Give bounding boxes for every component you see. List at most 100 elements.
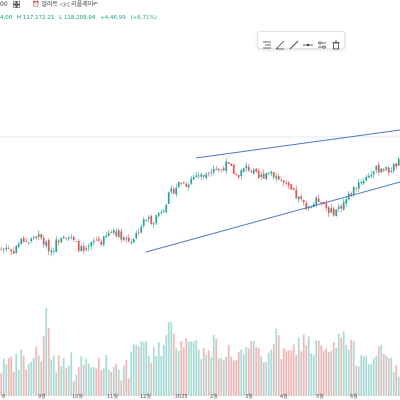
volume-bar xyxy=(95,368,98,396)
x-axis: 8 9월 10월 11월 12월 2025 2월 3월 4월 5월 6월 xyxy=(2,393,358,400)
ohlc-legend: 4,00 H 117,172.21 L 118,209.94 +4,46.99 … xyxy=(0,14,160,22)
candle-body xyxy=(315,197,318,205)
volume-bar xyxy=(222,360,225,396)
volume-bar xyxy=(242,354,245,396)
candle-body xyxy=(232,164,235,174)
volume-bar xyxy=(147,355,150,396)
candle-body xyxy=(192,177,195,180)
volume-bar xyxy=(232,360,235,396)
candle-body xyxy=(167,192,170,204)
volume-bar xyxy=(0,373,3,396)
candle-body xyxy=(337,206,340,209)
candle-body xyxy=(15,246,18,254)
candle-body xyxy=(157,213,160,216)
volume-bar xyxy=(182,347,185,396)
volume-bar xyxy=(292,344,295,396)
volume-bar xyxy=(185,338,188,396)
candle-body xyxy=(267,173,270,175)
volume-bar xyxy=(140,341,143,396)
horizontal-line-icon[interactable] xyxy=(303,35,313,47)
x-tick-label: 4월 xyxy=(280,393,288,400)
volume-bar xyxy=(5,364,8,396)
volume-bar xyxy=(102,368,105,396)
volume-bar xyxy=(387,358,390,396)
candle-body xyxy=(335,209,338,217)
candle-body xyxy=(162,210,165,213)
candle-body xyxy=(140,226,143,233)
candle-body xyxy=(42,238,45,245)
volume-bar xyxy=(237,351,240,396)
volume-bar xyxy=(97,357,100,396)
candle-body xyxy=(207,173,210,175)
volume-bar xyxy=(272,344,275,396)
candle-body xyxy=(202,174,205,177)
topbar-item-a[interactable]: 00 xyxy=(0,1,8,8)
volume-bar xyxy=(265,361,268,396)
volume-bar xyxy=(115,363,118,396)
volume-bar xyxy=(215,338,218,396)
candle-body xyxy=(32,237,35,238)
volume-bar xyxy=(35,346,38,396)
volume-bar xyxy=(57,355,60,396)
volume-bar xyxy=(397,376,400,396)
settings-icon[interactable] xyxy=(317,35,327,49)
candle-body xyxy=(300,196,303,200)
volume-bar xyxy=(277,335,280,396)
candle-body xyxy=(115,231,118,236)
candle-body xyxy=(135,233,138,239)
candle-body xyxy=(127,237,130,242)
candle-body xyxy=(305,202,308,210)
candle-body xyxy=(45,241,48,247)
candle-body xyxy=(235,173,238,175)
x-tick-label: 8 xyxy=(2,394,5,400)
candle-body xyxy=(320,202,323,204)
volume-bar xyxy=(257,348,260,396)
ohlc-value-1: 4,00 xyxy=(0,15,13,21)
volume-bar xyxy=(177,350,180,396)
trend-line-icon[interactable] xyxy=(289,35,299,50)
alert-button[interactable]: ⏰ 얼러트 xyxy=(32,0,58,10)
candle-body xyxy=(282,180,285,183)
ruler-icon[interactable] xyxy=(275,35,285,50)
volume-bar xyxy=(200,359,203,396)
replay-button[interactable]: ◁◁ 리플레이 xyxy=(60,0,93,10)
alert-icon: ⏰ xyxy=(32,1,40,8)
volume-bar xyxy=(275,328,278,396)
ohlc-high: H 117,172.21 xyxy=(17,15,55,21)
volume-bar xyxy=(77,366,80,396)
volume-bar xyxy=(330,351,333,396)
grid-layout-icon[interactable] xyxy=(12,0,21,10)
volume-bar xyxy=(50,359,53,396)
candle-body xyxy=(152,223,155,225)
volume-bar xyxy=(80,356,83,396)
volume-bar xyxy=(85,358,88,396)
volume-bar xyxy=(210,356,213,396)
volume-bar xyxy=(120,380,123,396)
volume-bar xyxy=(12,371,15,396)
volume-bar xyxy=(152,346,155,396)
trash-icon[interactable] xyxy=(331,35,341,50)
volume-bar xyxy=(310,353,313,396)
volume-bar xyxy=(137,346,140,396)
candle-body xyxy=(360,181,363,184)
volume-layer xyxy=(0,308,400,396)
trendline-upper[interactable] xyxy=(195,129,400,159)
candle-body xyxy=(147,216,150,219)
candle-body xyxy=(25,241,28,242)
volume-bar xyxy=(142,342,145,396)
undo-icon[interactable]: ↶ xyxy=(93,1,99,8)
candle-body xyxy=(75,241,78,243)
candle-body xyxy=(72,236,75,241)
trendline-lower[interactable] xyxy=(145,181,400,253)
ohlc-change: +4,46.99 xyxy=(100,15,126,21)
volume-bar xyxy=(32,357,35,396)
candle-body xyxy=(195,175,198,178)
volume-bar xyxy=(375,355,378,396)
volume-bar xyxy=(172,333,175,396)
candle-body xyxy=(285,183,288,184)
volume-bar xyxy=(20,349,23,396)
text-align-icon[interactable] xyxy=(262,35,272,49)
candle-body xyxy=(222,168,225,171)
x-tick-label: 2월 xyxy=(210,393,218,400)
